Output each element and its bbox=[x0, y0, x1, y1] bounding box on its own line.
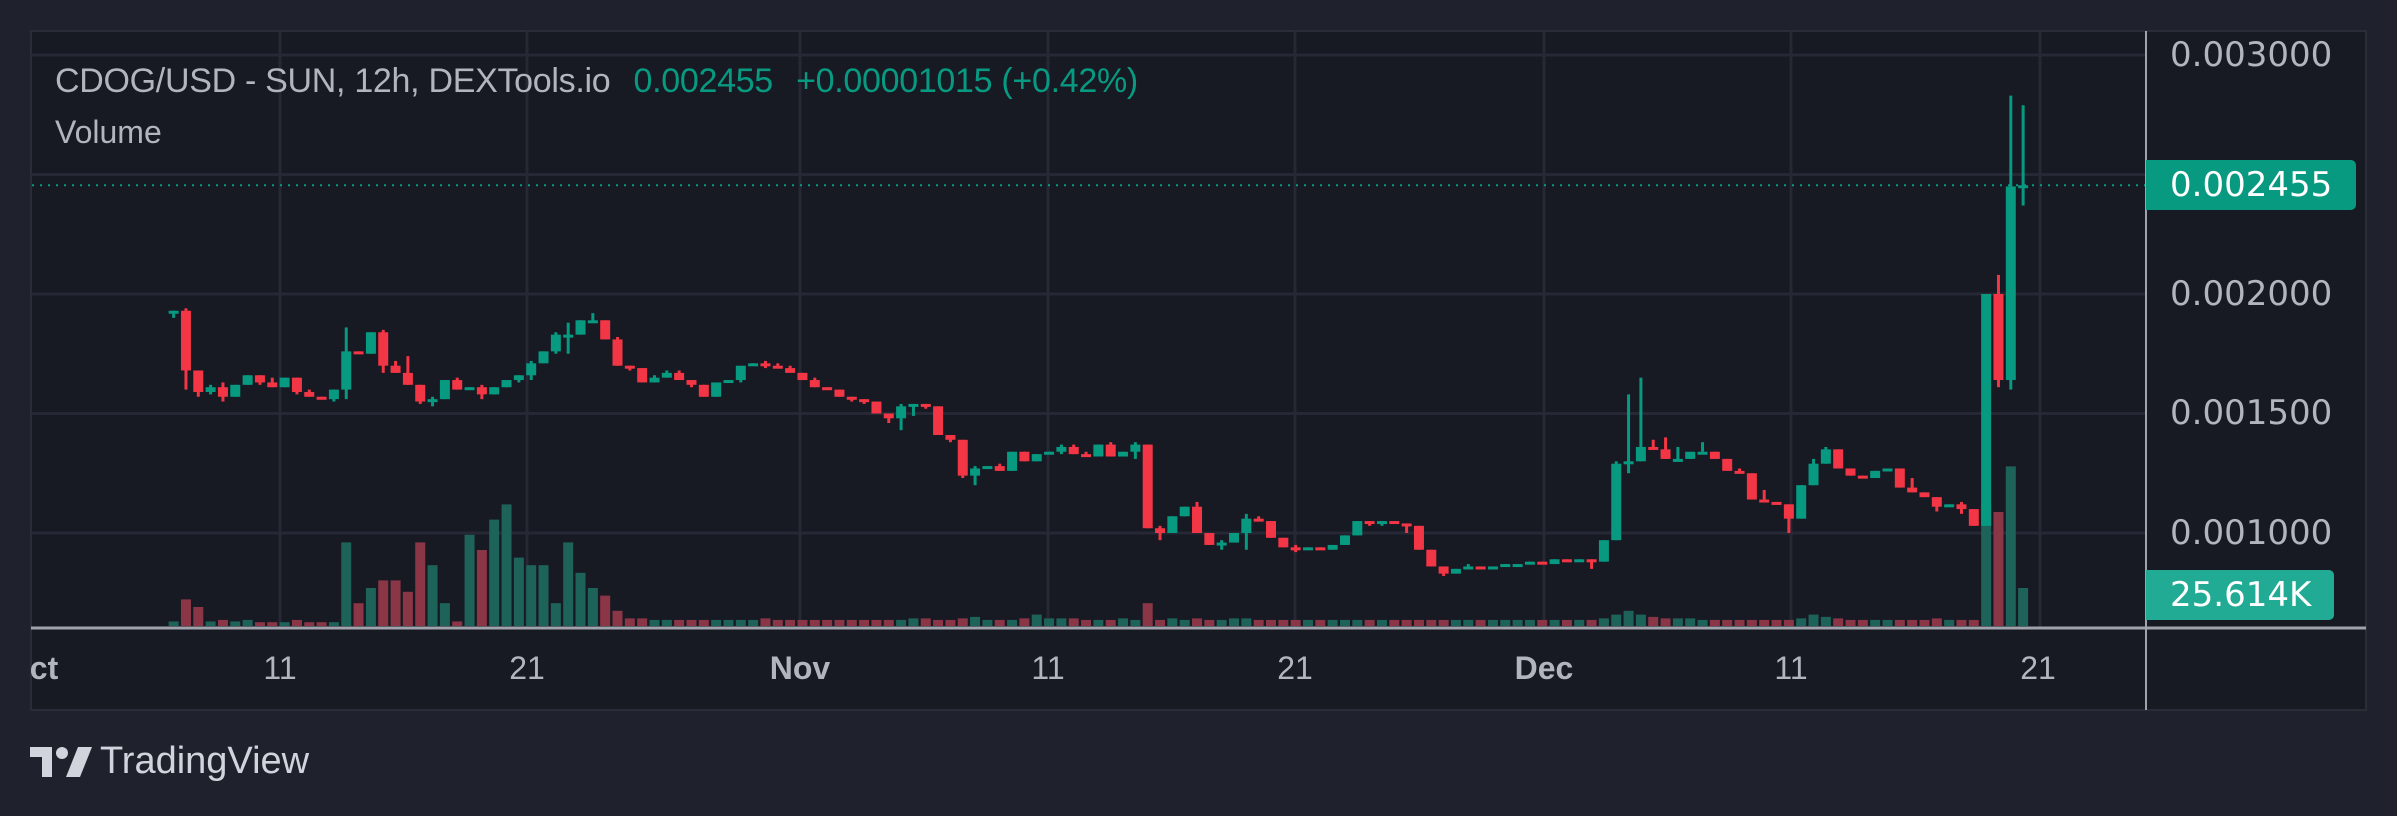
time-tick-dec-11: 11 bbox=[1774, 650, 1808, 686]
candles bbox=[168, 95, 2029, 577]
last-price: 0.002455 bbox=[633, 62, 774, 100]
current-price-badge: 0.002455 bbox=[2146, 160, 2356, 210]
price-tick-00015: 0.001500 bbox=[2170, 393, 2333, 433]
time-tick-nov-11: 11 bbox=[1031, 650, 1065, 686]
time-tick-nov-21: 21 bbox=[1277, 650, 1313, 686]
tradingview-brand: TradingView bbox=[100, 740, 310, 782]
time-tick-dec: Dec bbox=[1514, 650, 1574, 686]
tradingview-logo-icon bbox=[30, 746, 92, 777]
grid-lines bbox=[31, 31, 2146, 628]
tradingview-attribution[interactable]: TradingView bbox=[30, 740, 309, 783]
chart-legend: CDOG/USD - SUN, 12h, DEXTools.io 0.00245… bbox=[55, 62, 1152, 101]
time-tick-oct-11: 11 bbox=[263, 650, 297, 686]
time-tick-oct: ct bbox=[29, 650, 59, 686]
volume-bars bbox=[168, 466, 2029, 626]
price-tick-0003: 0.003000 bbox=[2170, 35, 2333, 75]
time-tick-nov: Nov bbox=[769, 650, 831, 686]
price-change: +0.00001015 (+0.42%) bbox=[796, 62, 1138, 100]
symbol-title: CDOG/USD - SUN, 12h, DEXTools.io bbox=[55, 62, 611, 100]
volume-legend: Volume bbox=[55, 114, 162, 150]
time-tick-dec-21: 21 bbox=[2020, 650, 2056, 686]
price-tick-0001: 0.001000 bbox=[2170, 513, 2333, 553]
price-tick-0002: 0.002000 bbox=[2170, 274, 2333, 314]
current-volume-badge: 25.614K bbox=[2146, 570, 2334, 620]
time-tick-oct-21: 21 bbox=[509, 650, 545, 686]
